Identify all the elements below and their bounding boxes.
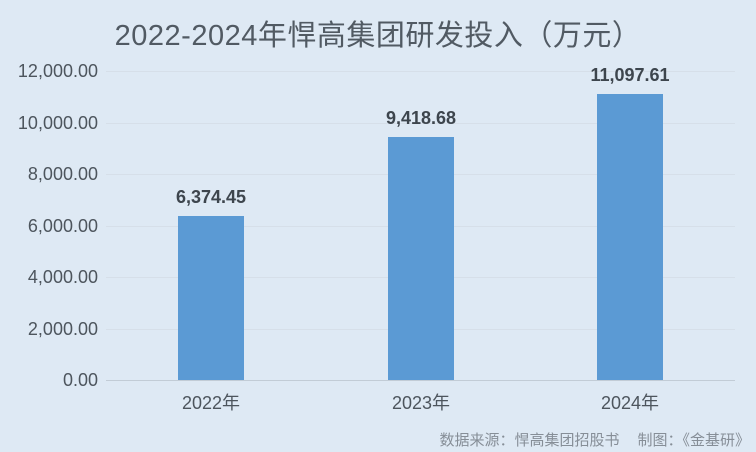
- x-axis-line: [106, 380, 735, 381]
- y-tick-label: 12,000.00: [17, 61, 98, 81]
- gridline: [106, 123, 735, 124]
- chart-title: 2022-2024年悍高集团研发投入（万元）: [114, 20, 642, 52]
- x-category-label: 2024年: [600, 393, 660, 413]
- x-category-label: 2022年: [181, 393, 241, 413]
- y-tick-label: 2,000.00: [27, 319, 98, 339]
- footer: 数据来源：悍高集团招股书 制图：《金基研》: [439, 429, 750, 450]
- bar-2024年: [597, 94, 663, 380]
- y-tick-label: 6,000.00: [27, 216, 98, 236]
- bar-2023年: [388, 137, 454, 380]
- credit-label: 制图：《金基研》: [637, 432, 750, 449]
- x-category-label: 2023年: [391, 393, 451, 413]
- y-tick-label: 10,000.00: [17, 113, 98, 133]
- bar-value-label: 9,418.68: [385, 108, 457, 128]
- bar-value-label: 6,374.45: [175, 187, 247, 207]
- y-tick-label: 0.00: [62, 370, 98, 390]
- y-tick-label: 4,000.00: [27, 267, 98, 287]
- y-tick-label: 8,000.00: [27, 164, 98, 184]
- data-source-label: 数据来源：悍高集团招股书: [439, 432, 620, 449]
- gridline: [106, 71, 735, 72]
- bar-2022年: [178, 216, 244, 380]
- bar-value-label: 11,097.61: [590, 65, 670, 85]
